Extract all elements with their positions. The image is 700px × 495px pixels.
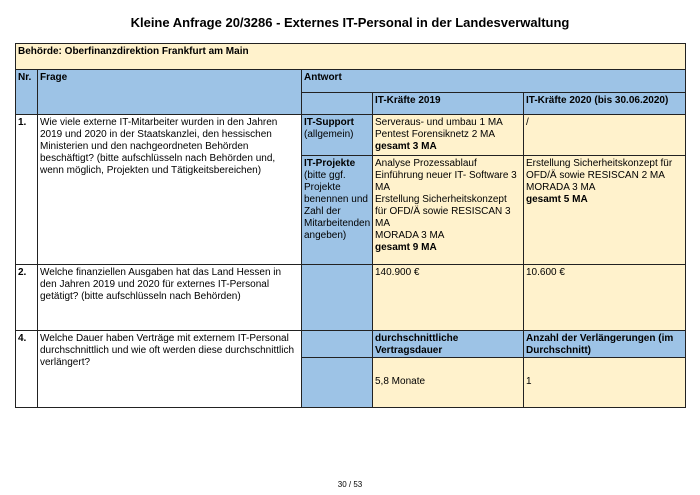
line: Serveraus- und umbau 1 MA — [375, 117, 503, 128]
row4-2019: 5,8 Monate — [372, 357, 524, 408]
it-projekte-sub: (bitte ggf. Projekte benennen und Zahl d… — [304, 170, 371, 241]
it-support-2019: Serveraus- und umbau 1 MA Pentest Forens… — [372, 114, 524, 156]
row1-frage: Wie viele externe IT-Mitarbeiter wurden … — [37, 114, 302, 265]
header-2020: IT-Kräfte 2020 (bis 30.06.2020) — [523, 92, 686, 115]
total: gesamt 5 MA — [526, 194, 588, 205]
row4-frage: Welche Dauer haben Verträge mit externem… — [37, 330, 302, 408]
line: Pentest Forensiknetz 2 MA — [375, 129, 496, 140]
it-projekte-title: IT-Projekte — [304, 158, 356, 169]
row4-2020: 1 — [523, 357, 686, 408]
row2-2019: 140.900 € — [372, 264, 524, 331]
it-support-sub: (allgemein) — [304, 129, 354, 140]
header-antwort: Antwort — [301, 69, 686, 93]
total: gesamt 9 MA — [375, 242, 437, 253]
row2-nr: 2. — [15, 264, 38, 331]
line: Analyse Prozessablauf — [375, 158, 477, 169]
row2-frage: Welche finanziellen Ausgaben hat das Lan… — [37, 264, 302, 331]
row4-nr: 4. — [15, 330, 38, 408]
row4-header-2019: durchschnittliche Vertragsdauer — [372, 330, 524, 358]
row4-label-top — [301, 330, 373, 358]
line: MORADA 3 MA — [526, 182, 596, 193]
header-blank — [301, 92, 373, 115]
page-number: 30 / 53 — [337, 480, 363, 489]
header-frage: Frage — [37, 69, 302, 115]
it-support-title: IT-Support — [304, 117, 354, 128]
header-2019: IT-Kräfte 2019 — [372, 92, 524, 115]
it-projekte-2019: Analyse Prozessablauf Einführung neuer I… — [372, 155, 524, 265]
total: gesamt 3 MA — [375, 141, 437, 152]
row2-label — [301, 264, 373, 331]
row1-nr: 1. — [15, 114, 38, 265]
it-support-label: IT-Support (allgemein) — [301, 114, 373, 156]
line: Erstellung Sicherheitskonzept für OFD/Ä … — [526, 158, 673, 181]
row2-2020: 10.600 € — [523, 264, 686, 331]
row4-header-2020: Anzahl der Verlängerungen (im Durchschni… — [523, 330, 686, 358]
line: Erstellung Sicherheitskonzept für OFD/Ä … — [375, 194, 511, 229]
row4-label-bottom — [301, 357, 373, 408]
it-projekte-label: IT-Projekte (bitte ggf. Projekte benenne… — [301, 155, 373, 265]
it-support-2020: / — [523, 114, 686, 156]
authority-row: Behörde: Oberfinanzdirektion Frankfurt a… — [15, 43, 686, 70]
page-title: Kleine Anfrage 20/3286 - Externes IT-Per… — [130, 15, 570, 30]
line: Einführung neuer IT- Software 3 MA — [375, 170, 517, 193]
header-nr: Nr. — [15, 69, 38, 115]
line: MORADA 3 MA — [375, 230, 445, 241]
it-projekte-2020: Erstellung Sicherheitskonzept für OFD/Ä … — [523, 155, 686, 265]
